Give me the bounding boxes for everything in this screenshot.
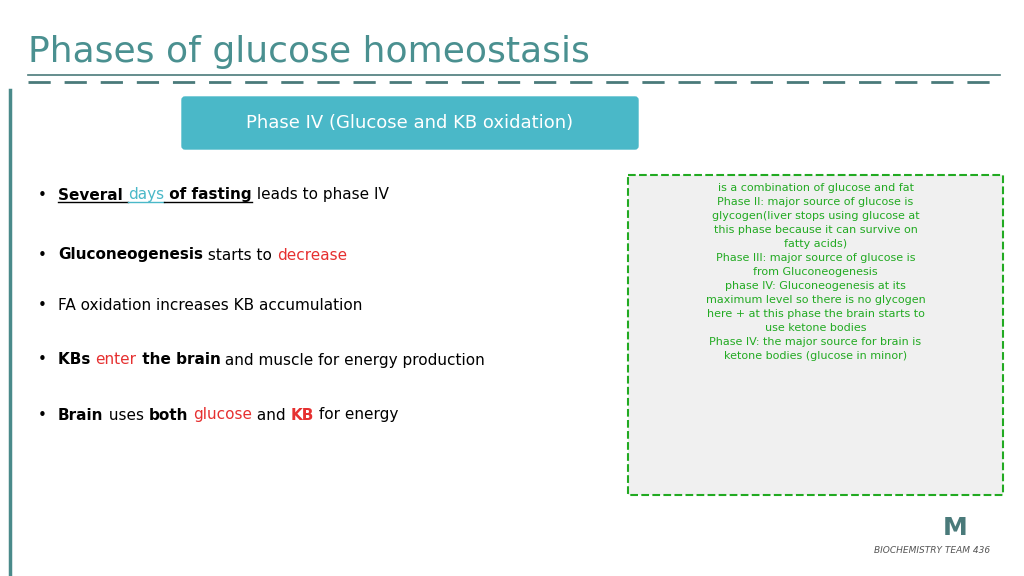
Text: starts to: starts to [203,248,276,263]
Text: •: • [38,297,47,313]
Text: uses: uses [103,407,148,423]
Text: and muscle for energy production: and muscle for energy production [220,353,485,367]
Text: is a combination of glucose and fat
Phase II: major source of glucose is
glycoge: is a combination of glucose and fat Phas… [706,183,926,361]
Text: days: days [128,188,164,203]
Text: •: • [38,407,47,423]
Text: and: and [252,407,290,423]
Text: •: • [38,188,47,203]
Text: the brain: the brain [136,353,220,367]
Text: of fasting: of fasting [164,188,252,203]
Text: Brain: Brain [58,407,103,423]
Text: FA oxidation increases KB accumulation: FA oxidation increases KB accumulation [58,297,362,313]
Text: •: • [38,353,47,367]
Text: for energy: for energy [313,407,398,423]
Text: decrease: decrease [276,248,347,263]
Text: Several: Several [58,188,128,203]
Text: BIOCHEMISTRY TEAM 436: BIOCHEMISTRY TEAM 436 [873,546,990,555]
Text: Phase IV (Glucose and KB oxidation): Phase IV (Glucose and KB oxidation) [247,114,573,132]
Text: glucose: glucose [193,407,252,423]
Text: both: both [148,407,187,423]
Text: enter: enter [95,353,136,367]
Text: KBs: KBs [58,353,95,367]
Text: Phases of glucose homeostasis: Phases of glucose homeostasis [28,35,590,69]
Text: •: • [38,248,47,263]
Text: leads to phase IV: leads to phase IV [252,188,389,203]
Text: Gluconeogenesis: Gluconeogenesis [58,248,203,263]
Text: KB: KB [290,407,313,423]
FancyBboxPatch shape [628,175,1002,495]
FancyBboxPatch shape [182,97,638,149]
Text: M: M [943,516,968,540]
